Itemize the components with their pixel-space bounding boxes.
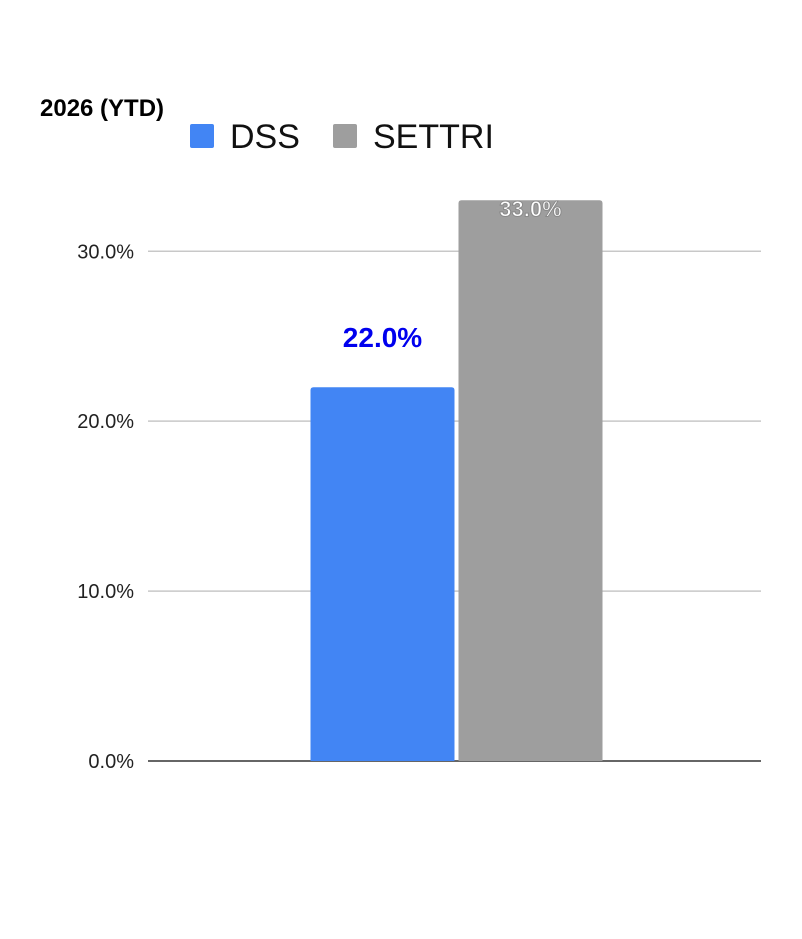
bar-settri	[458, 200, 603, 762]
legend-swatch-dss	[190, 124, 214, 148]
chart-title: 2026 (YTD)	[40, 95, 164, 122]
legend-label-settri: SETTRI	[373, 118, 494, 156]
y-tick-label: 30.0%	[77, 241, 134, 263]
bar-dss	[310, 387, 455, 761]
data-label-dss: 22.0%	[343, 322, 422, 353]
data-label-settri: 33.0%	[499, 196, 561, 221]
y-tick-label: 10.0%	[77, 581, 134, 603]
data-labels: 22.0% 33.0%	[343, 196, 562, 353]
y-tick-label: 0.0%	[88, 751, 134, 773]
legend-label-dss: DSS	[230, 118, 300, 156]
bars	[310, 200, 603, 762]
legend-swatch-settri	[333, 124, 357, 148]
legend: DSS SETTRI	[190, 118, 494, 156]
y-tick-label: 20.0%	[77, 411, 134, 433]
